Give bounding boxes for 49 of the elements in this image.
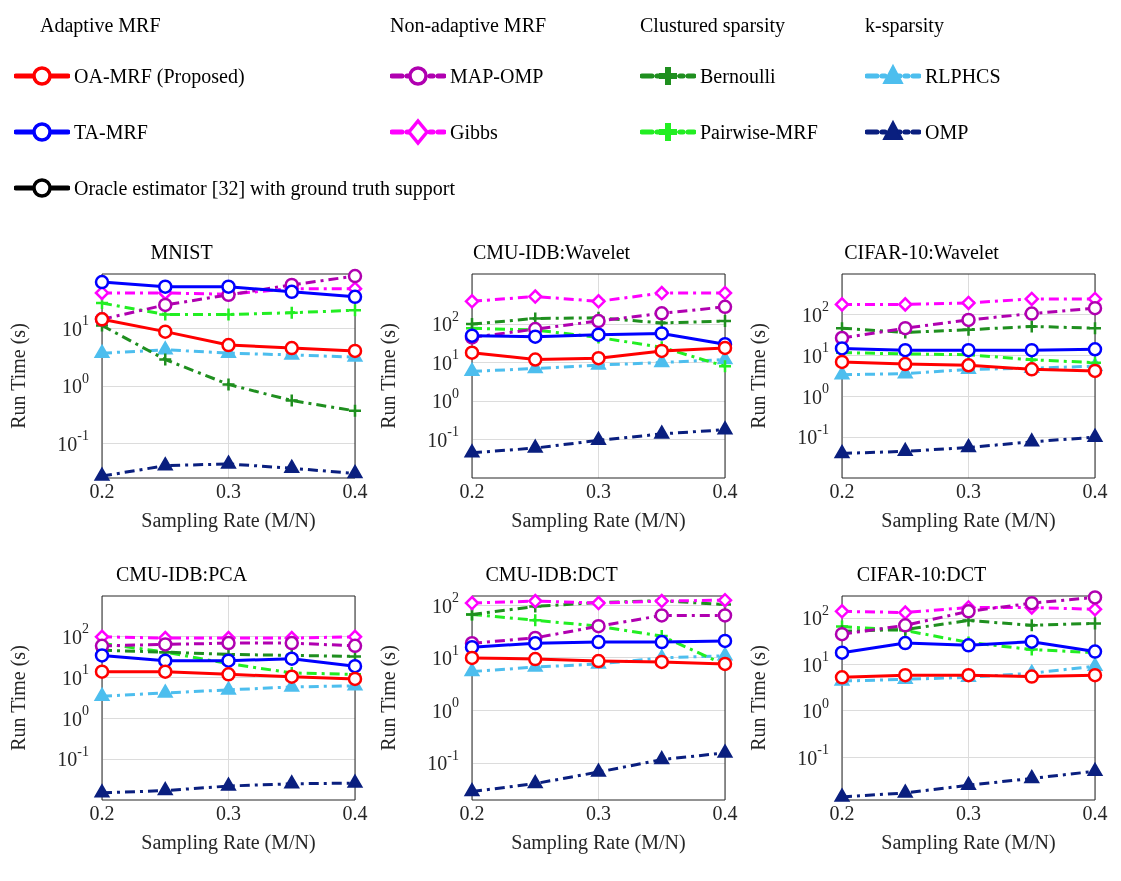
x-axis-title: Sampling Rate (M/N) xyxy=(511,509,686,533)
text: Non-adaptive MRF xyxy=(390,14,548,39)
legend-label: Bernoulli xyxy=(700,64,776,88)
y-axis-title: Run Time (s) xyxy=(7,323,31,429)
text: Clustured sparsity xyxy=(640,14,786,39)
chart-title: MNIST xyxy=(150,241,213,264)
y-axis-title: Run Time (s) xyxy=(747,323,771,429)
x-tick-label: 0.2 xyxy=(459,802,485,825)
x-tick-label: 0.3 xyxy=(956,480,981,503)
x-tick-label: 0.2 xyxy=(829,480,855,503)
x-tick-label: 0.3 xyxy=(216,480,241,503)
x-tick-label: 0.3 xyxy=(216,802,241,825)
chart-title: CIFAR-10:DCT xyxy=(856,563,987,586)
y-axis-title: Run Time (s) xyxy=(7,645,31,751)
legend-label: RLPHCS xyxy=(925,64,1001,88)
x-tick-label: 0.4 xyxy=(1082,480,1108,503)
legend-label: TA-MRF xyxy=(74,120,148,144)
text: k-sparsity xyxy=(865,14,945,39)
text: Adaptive MRF xyxy=(40,14,162,39)
legend-label: Oracle estimator [32] with ground truth support xyxy=(74,176,456,200)
x-axis-title: Sampling Rate (M/N) xyxy=(881,509,1056,533)
x-axis-title: Sampling Rate (M/N) xyxy=(141,831,316,855)
x-tick-label: 0.4 xyxy=(342,802,368,825)
chart-title: CMU-IDB:PCA xyxy=(115,563,248,586)
y-axis-title: Run Time (s) xyxy=(747,645,771,751)
chart-title: CMU-IDB:Wavelet xyxy=(472,241,631,264)
x-axis-title: Sampling Rate (M/N) xyxy=(881,831,1056,855)
x-axis-title: Sampling Rate (M/N) xyxy=(511,831,686,855)
chart-title: CIFAR-10:Wavelet xyxy=(844,241,1000,264)
x-tick-label: 0.2 xyxy=(89,802,115,825)
legend-label: MAP-OMP xyxy=(450,64,544,88)
x-tick-label: 0.3 xyxy=(586,480,611,503)
x-tick-label: 0.4 xyxy=(712,802,738,825)
x-tick-label: 0.2 xyxy=(89,480,115,503)
legend-label: Pairwise-MRF xyxy=(700,120,818,144)
x-tick-label: 0.2 xyxy=(459,480,485,503)
legend-label: OA-MRF (Proposed) xyxy=(74,64,245,88)
x-tick-label: 0.3 xyxy=(956,802,981,825)
x-tick-label: 0.3 xyxy=(586,802,611,825)
y-axis-title: Run Time (s) xyxy=(377,645,401,751)
x-tick-label: 0.4 xyxy=(712,480,738,503)
x-tick-label: 0.2 xyxy=(829,802,855,825)
x-tick-label: 0.4 xyxy=(342,480,368,503)
x-axis-title: Sampling Rate (M/N) xyxy=(141,509,316,533)
x-tick-label: 0.4 xyxy=(1082,802,1108,825)
chart-title: CMU-IDB:DCT xyxy=(485,563,618,586)
legend-label: OMP xyxy=(925,120,969,144)
legend-label: Gibbs xyxy=(450,120,498,144)
y-axis-title: Run Time (s) xyxy=(377,323,401,429)
